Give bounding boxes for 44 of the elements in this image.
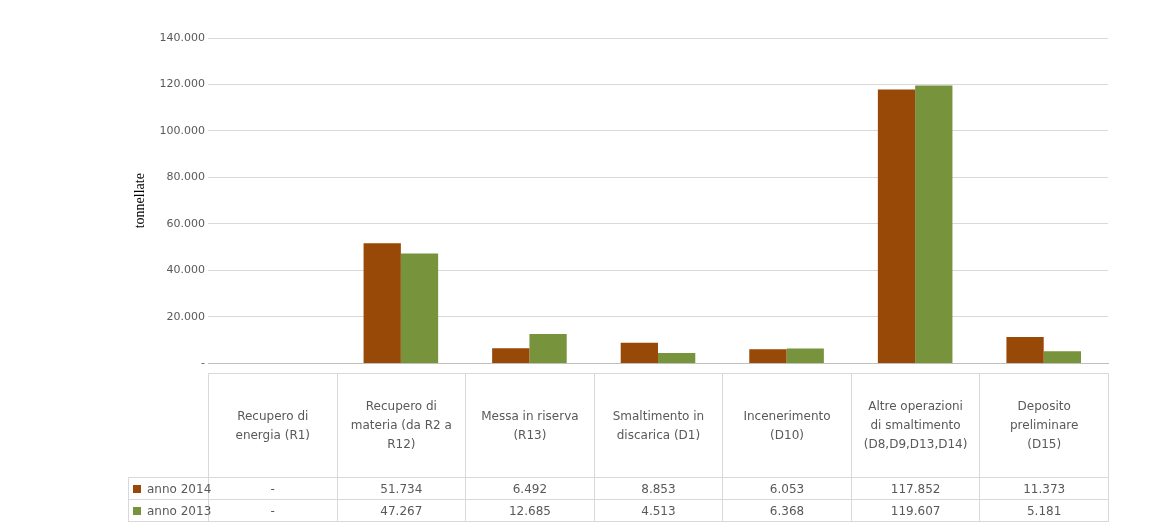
- y-axis-title: tonnellate: [132, 173, 148, 229]
- data-label: 8.853: [594, 477, 723, 500]
- bar: [1006, 336, 1044, 363]
- x-tick-label: Messa in riserva (R13): [465, 373, 595, 478]
- bar: [1043, 351, 1081, 363]
- data-label: 117.852: [851, 477, 980, 500]
- data-label: 6.368: [722, 499, 852, 522]
- x-tick-label: Smaltimento in discarica (D1): [594, 373, 723, 478]
- data-label: 4.513: [594, 499, 723, 522]
- data-label: 119.607: [851, 499, 980, 522]
- x-tick-label: Recupero di materia (da R2 a R12): [337, 373, 466, 478]
- y-tick-label: 40.000: [166, 263, 205, 277]
- text: -: [270, 503, 275, 518]
- data-label: 5.181: [979, 499, 1109, 522]
- data-label: 47.267: [337, 499, 466, 522]
- data-label: 11.373: [979, 477, 1109, 500]
- y-tick-label: 60.000: [166, 216, 205, 230]
- bar: [658, 352, 696, 363]
- legend-label: anno 2013: [128, 499, 212, 522]
- data-label: 6.053: [722, 477, 852, 500]
- bar: [400, 253, 439, 363]
- legend-label: anno 2014: [128, 477, 212, 500]
- bar: [786, 348, 824, 363]
- data-label: 51.734: [337, 477, 466, 500]
- bar: [877, 89, 916, 363]
- x-tick-label: Incenerimento (D10): [722, 373, 852, 478]
- bar: [492, 348, 530, 363]
- data-label: 6.492: [465, 477, 595, 500]
- x-tick-label: Recupero di energia (R1): [208, 373, 338, 478]
- bar: [529, 333, 567, 363]
- bar: [620, 342, 658, 363]
- x-tick-label: Altre operazioni di smaltimento (D8,D9,D13,D14): [851, 373, 980, 478]
- bar: [915, 85, 953, 363]
- bar: [749, 349, 787, 363]
- y-tick-label: -: [201, 356, 206, 370]
- y-tick-label: 80.000: [166, 170, 205, 184]
- text: -: [270, 481, 275, 496]
- y-tick-label: 20.000: [166, 309, 205, 323]
- bar: [363, 243, 401, 363]
- data-label: 12.685: [465, 499, 595, 522]
- y-tick-label: 140.000: [159, 30, 205, 44]
- y-tick-label: 120.000: [159, 77, 205, 91]
- y-tick-label: 100.000: [159, 123, 205, 137]
- x-tick-label: Deposito preliminare (D15): [979, 373, 1109, 478]
